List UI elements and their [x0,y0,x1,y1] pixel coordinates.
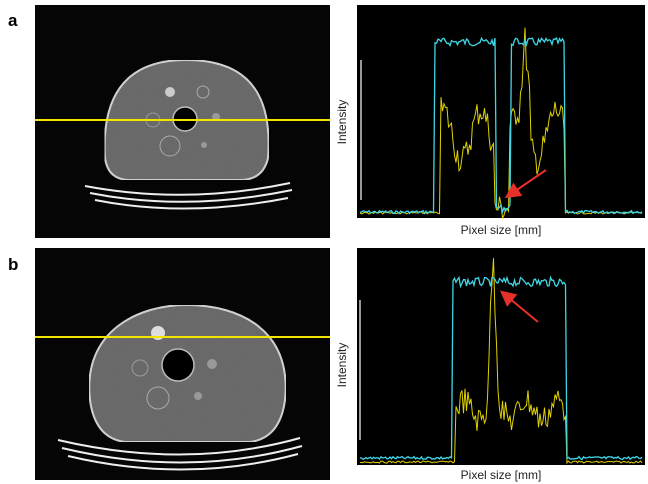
y-axis-label: Intensity [335,100,349,145]
panel-label: a [8,11,18,30]
y-axis-label: Intensity [335,343,349,388]
profile-plot [357,5,645,218]
panel-label: b [8,255,18,274]
ct-image [35,248,330,480]
x-axis-label: Pixel size [mm] [461,223,542,237]
figure: a Intensity Pixel size [mm] b [0,0,648,484]
x-axis-label: Pixel size [mm] [461,468,542,482]
ct-image [35,5,330,238]
profile-plot [357,248,645,465]
